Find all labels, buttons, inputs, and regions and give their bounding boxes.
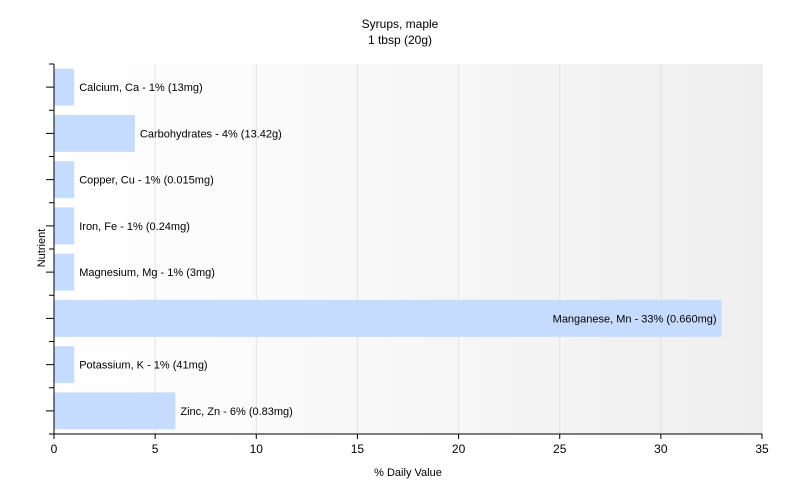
bar: [54, 161, 75, 199]
bar-label: Zinc, Zn - 6% (0.83mg): [180, 406, 292, 418]
bar-label: Calcium, Ca - 1% (13mg): [79, 82, 202, 94]
x-tick-label: 20: [452, 442, 466, 456]
x-axis-title: % Daily Value: [374, 467, 442, 479]
bar-label: Carbohydrates - 4% (13.42g): [140, 128, 282, 140]
chart-subtitle: 1 tbsp (20g): [368, 33, 432, 47]
bar: [54, 207, 75, 245]
plot-area: [54, 64, 762, 434]
axes: 0 5 10 15 20 25 30 35: [46, 63, 769, 456]
bar-label: Copper, Cu - 1% (0.015mg): [79, 175, 214, 187]
x-tick-label: 10: [250, 442, 264, 456]
bar-label: Iron, Fe - 1% (0.24mg): [79, 221, 190, 233]
bar-label: Magnesium, Mg - 1% (3mg): [79, 267, 215, 279]
y-axis-title: Nutrient: [36, 229, 48, 268]
bar: [54, 299, 722, 337]
bar: [54, 68, 75, 106]
chart-title: Syrups, maple: [362, 17, 439, 31]
x-tick-label: 25: [553, 442, 567, 456]
bar: [54, 346, 75, 384]
bar: [54, 114, 135, 152]
grid-lines: [154, 64, 763, 434]
bar: [54, 392, 176, 430]
x-tick-label: 15: [351, 442, 365, 456]
x-tick-label: 30: [654, 442, 668, 456]
bars: Calcium, Ca - 1% (13mg) Carbohydrates - 4…: [54, 68, 722, 430]
x-tick-label: 35: [755, 442, 769, 456]
x-tick-label: 5: [152, 442, 159, 456]
bar: [54, 253, 75, 291]
bar-label: Potassium, K - 1% (41mg): [79, 360, 207, 372]
bar-label: Manganese, Mn - 33% (0.660mg): [553, 313, 717, 325]
x-tick-label: 0: [51, 442, 58, 456]
